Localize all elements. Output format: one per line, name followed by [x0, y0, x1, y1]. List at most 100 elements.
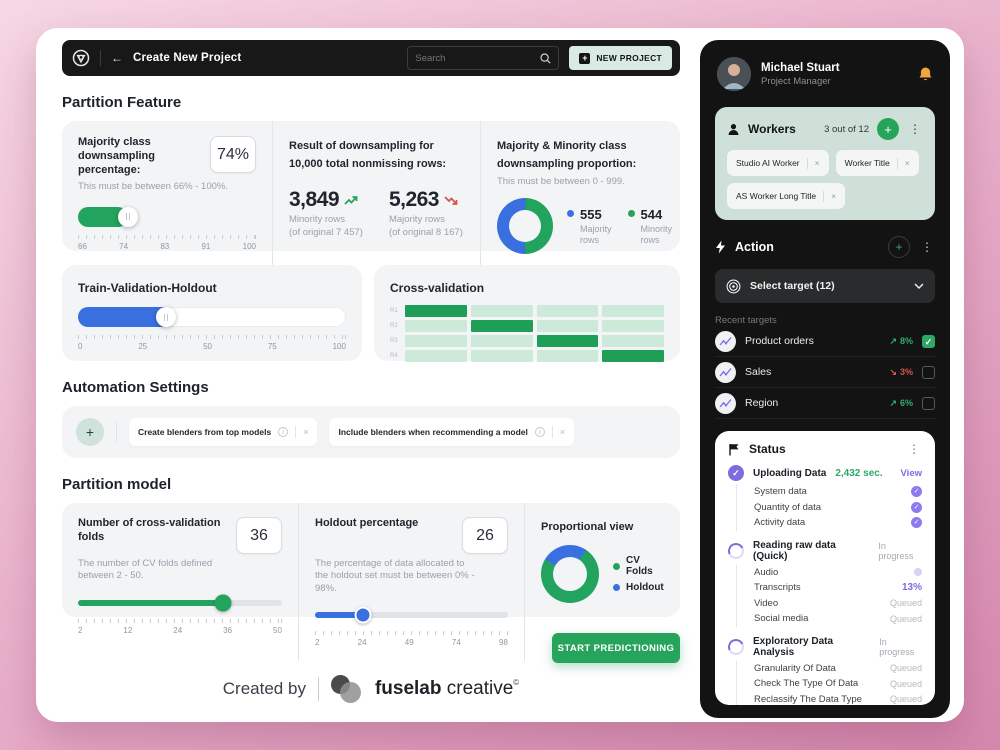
worker-chip[interactable]: Worker Title ×	[835, 150, 919, 176]
proportion-hint: This must be between 0 - 999.	[497, 176, 625, 187]
downsampling-value[interactable]: 74%	[210, 136, 256, 173]
automation-chip[interactable]: Include blenders when recommending a mod…	[329, 418, 575, 446]
fuselab-logo-icon	[330, 675, 363, 703]
target-row-sales[interactable]: Sales ↘3% ✓	[715, 357, 935, 388]
status-card: Status ⋮ ✓ Uploading Data 2,432 sec. Vie…	[715, 431, 935, 705]
tick-label: 24	[173, 625, 183, 635]
worker-chip[interactable]: AS Worker Long Title ×	[727, 183, 846, 209]
holdout-scale: 2 24 49 74 98	[315, 631, 508, 647]
automation-chip[interactable]: Create blenders from top models i ×	[129, 418, 318, 446]
majority-label: Majority rows	[388, 214, 445, 225]
holdout-slider[interactable]	[315, 606, 508, 624]
bell-icon[interactable]	[918, 66, 933, 82]
cv-folds-value[interactable]: 36	[236, 517, 282, 554]
copyright-mark: ©	[513, 678, 520, 687]
workers-title: Workers	[748, 122, 796, 136]
trend-arrow-icon: ↗	[889, 397, 897, 408]
add-automation-button[interactable]: +	[76, 418, 104, 446]
tick-label: 24	[357, 638, 367, 648]
workers-count: 3 out of 12	[824, 123, 869, 135]
worker-chip[interactable]: Studio AI Worker ×	[727, 150, 829, 176]
legend-label: Minority rows	[640, 224, 673, 246]
tvh-slider[interactable]	[78, 307, 346, 327]
legend-value: 555	[580, 207, 602, 223]
item-status: Queued	[889, 694, 922, 705]
target-checkbox[interactable]: ✓	[922, 365, 935, 379]
automation-settings-heading: Automation Settings	[62, 379, 209, 396]
item-status	[914, 568, 922, 577]
status-item: Video Queued	[754, 597, 922, 609]
target-row-product-orders[interactable]: Product orders ↗ 8% ✓	[715, 326, 935, 357]
search-box[interactable]	[407, 46, 560, 70]
trend-arrow-icon: ↗	[889, 335, 897, 346]
close-icon[interactable]: ×	[303, 427, 309, 437]
slider-handle[interactable]	[214, 594, 232, 612]
slider-handle[interactable]	[117, 206, 138, 227]
info-icon[interactable]: i	[278, 427, 289, 437]
proportional-donut-chart	[541, 545, 599, 603]
search-input[interactable]	[415, 52, 535, 64]
status-menu-icon[interactable]: ⋮	[908, 442, 920, 456]
minority-value: 3,849	[289, 188, 340, 211]
cv-row-label: R2	[390, 323, 398, 329]
tick-label: 91	[201, 241, 211, 251]
tick-label: 25	[138, 342, 148, 351]
close-icon[interactable]: ×	[559, 427, 566, 437]
holdout-hint: The percentage of data allocated to the …	[315, 558, 475, 594]
check-circle-icon: ✓	[728, 465, 744, 481]
workers-card: Workers 3 out of 12 + ⋮ Studio AI Worker…	[715, 107, 935, 220]
partition-model-panel: Number of cross-validation folds 36 The …	[62, 503, 680, 662]
add-action-button[interactable]: +	[888, 236, 910, 258]
tick-label: 36	[223, 625, 233, 635]
bolt-icon	[716, 240, 725, 254]
close-icon[interactable]: ×	[814, 158, 820, 168]
search-icon	[540, 52, 551, 64]
worker-chip-label: Studio AI Worker	[736, 158, 800, 168]
cv-folds-scale: 2 12 24 36 50	[78, 618, 282, 635]
downsampling-hint: This must be between 66% - 100%.	[78, 181, 228, 193]
workers-menu-icon[interactable]: ⋮	[909, 122, 921, 136]
new-project-button[interactable]: + NEW PROJECT	[569, 46, 672, 70]
slider-handle[interactable]	[354, 606, 372, 624]
view-link[interactable]: View	[900, 467, 922, 479]
partition-feature-heading: Partition Feature	[62, 94, 182, 111]
action-menu-icon[interactable]: ⋮	[921, 240, 933, 254]
user-profile[interactable]: Michael Stuart Project Manager	[715, 53, 935, 95]
majority-value: 5,263	[388, 188, 440, 211]
downsampling-slider[interactable]	[78, 206, 256, 227]
legend-dot-blue	[613, 584, 620, 591]
item-status: Queued	[889, 598, 922, 609]
status-title: Status	[749, 442, 786, 456]
status-item: Transcripts 13%	[754, 582, 922, 594]
close-icon[interactable]: ×	[831, 191, 837, 201]
info-icon[interactable]: i	[534, 427, 545, 437]
status-group-time: 2,432 sec.	[835, 467, 883, 479]
legend-label: Majority rows	[580, 224, 612, 246]
fuselab-brand-text: fuselab creative©	[374, 678, 520, 699]
start-predictioning-button[interactable]: START PREDICTIONING	[552, 633, 680, 663]
slider-fill	[78, 206, 128, 227]
legend-dot-blue	[567, 210, 574, 218]
target-name: Product orders	[745, 335, 814, 347]
avatar[interactable]	[717, 57, 751, 91]
target-row-region[interactable]: Region ↗6% ✓	[715, 388, 935, 419]
tvh-title: Train-Validation-Holdout	[78, 281, 217, 295]
proportion-donut-chart	[497, 198, 553, 255]
tick-label: 66	[78, 241, 87, 251]
slider-handle[interactable]	[156, 307, 177, 327]
select-target-dropdown[interactable]: Select target (12)	[715, 269, 935, 303]
target-name: Sales	[745, 366, 772, 378]
minority-label: Minority rows	[289, 214, 345, 225]
item-status: ✓	[911, 517, 922, 529]
item-status: Queued	[889, 678, 922, 689]
main-content: ← Create New Project + NEW PROJECT Parti…	[62, 40, 680, 703]
add-worker-button[interactable]: +	[877, 118, 899, 140]
target-checkbox[interactable]: ✓	[922, 334, 935, 348]
cv-row-label: R1	[390, 308, 398, 314]
cv-folds-slider[interactable]	[78, 594, 282, 612]
back-arrow-icon[interactable]: ←	[111, 51, 123, 65]
action-header: Action + ⋮	[715, 236, 935, 258]
holdout-value[interactable]: 26	[462, 517, 508, 554]
target-checkbox[interactable]: ✓	[922, 396, 935, 410]
close-icon[interactable]: ×	[904, 158, 910, 168]
